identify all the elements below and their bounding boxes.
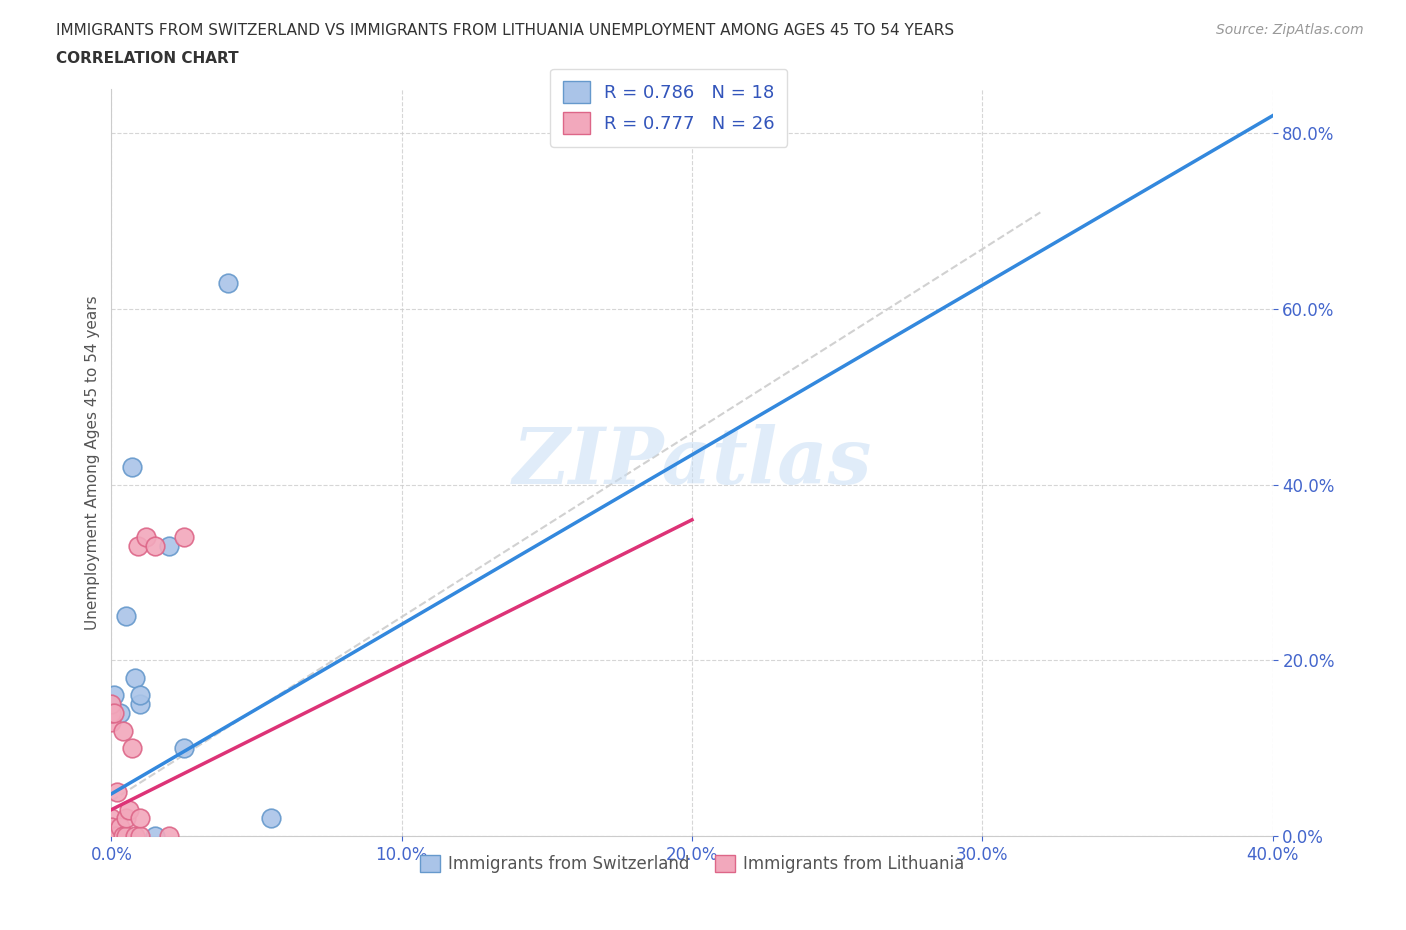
- Text: CORRELATION CHART: CORRELATION CHART: [56, 51, 239, 66]
- Point: [100, 829, 122, 844]
- Point: [124, 829, 146, 844]
- Point: [115, 811, 138, 826]
- Point: [100, 829, 122, 844]
- Point: [100, 697, 122, 711]
- Point: [105, 829, 128, 844]
- Point: [100, 714, 122, 729]
- Point: [129, 829, 152, 844]
- Point: [100, 829, 122, 844]
- Point: [100, 811, 122, 826]
- Point: [111, 829, 134, 844]
- Point: [111, 724, 134, 738]
- Point: [127, 538, 149, 553]
- Point: [124, 671, 146, 685]
- Text: IMMIGRANTS FROM SWITZERLAND VS IMMIGRANTS FROM LITHUANIA UNEMPLOYMENT AMONG AGES: IMMIGRANTS FROM SWITZERLAND VS IMMIGRANT…: [56, 23, 955, 38]
- Legend: Immigrants from Switzerland, Immigrants from Lithuania: Immigrants from Switzerland, Immigrants …: [413, 848, 970, 880]
- Y-axis label: Unemployment Among Ages 45 to 54 years: Unemployment Among Ages 45 to 54 years: [86, 296, 100, 630]
- Point: [100, 819, 122, 834]
- Point: [159, 829, 181, 844]
- Point: [217, 275, 239, 290]
- Point: [260, 811, 283, 826]
- Point: [159, 538, 181, 553]
- Point: [103, 706, 125, 721]
- Point: [129, 811, 152, 826]
- Text: Source: ZipAtlas.com: Source: ZipAtlas.com: [1216, 23, 1364, 37]
- Point: [143, 538, 166, 553]
- Point: [105, 829, 128, 844]
- Point: [135, 530, 157, 545]
- Point: [100, 706, 122, 721]
- Point: [100, 706, 122, 721]
- Point: [129, 688, 152, 703]
- Point: [100, 824, 122, 839]
- Point: [100, 819, 122, 834]
- Point: [143, 829, 166, 844]
- Point: [118, 803, 141, 817]
- Point: [173, 530, 195, 545]
- Point: [115, 829, 138, 844]
- Point: [103, 829, 125, 844]
- Point: [108, 706, 131, 721]
- Point: [121, 740, 143, 755]
- Point: [115, 609, 138, 624]
- Text: ZIPatlas: ZIPatlas: [512, 424, 872, 501]
- Point: [103, 829, 125, 844]
- Point: [108, 819, 131, 834]
- Point: [173, 740, 195, 755]
- Point: [105, 785, 128, 800]
- Point: [121, 459, 143, 474]
- Point: [103, 688, 125, 703]
- Point: [129, 697, 152, 711]
